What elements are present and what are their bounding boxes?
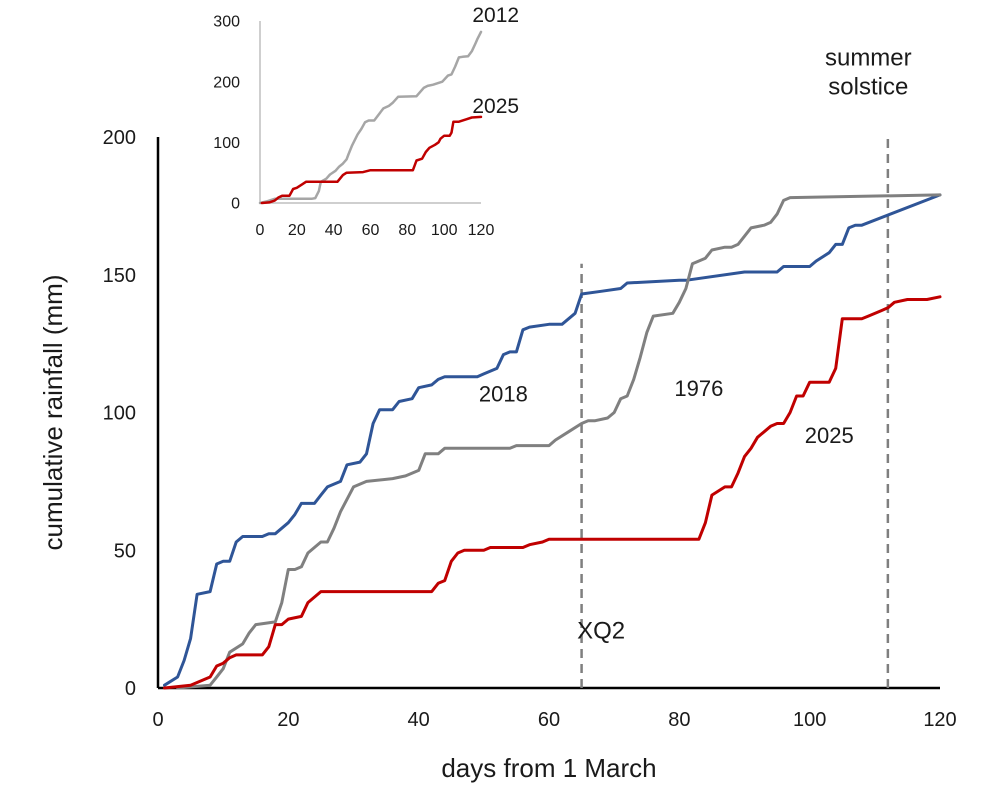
summer-solstice-label-line: solstice [828,73,908,100]
summer-solstice-label-line: summer [825,44,912,71]
y-tick-label: 200 [103,127,136,149]
x-axis-label: days from 1 March [441,753,656,783]
inset-y-tick-label: 100 [213,135,240,152]
inset-chart: 0 20 40 60 80 100 120 0 100 200 300 2012 2025 [213,4,519,239]
inset-y-tick-label: 200 [213,74,240,91]
series-label-2025: 2025 [805,423,854,448]
x-tick-label: 60 [538,709,560,731]
series-1976-line [176,193,942,690]
y-tick-label: 50 [114,540,136,562]
x-tick-label: 40 [408,709,430,731]
inset-y-tick-label: 300 [213,14,240,31]
x-tick-label: 0 [152,709,163,731]
y-tick-label: 150 [103,265,136,287]
inset-y-tick-label: 0 [231,196,240,213]
inset-x-tick-label: 60 [362,222,380,239]
inset-series-label-2025: 2025 [472,95,519,118]
inset-x-tick-label: 120 [468,222,495,239]
y-axis-label: cumulative rainfall (mm) [38,275,68,551]
inset-x-tick-label: 40 [325,222,343,239]
xq2-label-line: XQ2 [577,617,625,644]
inset-series-label-2012: 2012 [472,4,519,27]
x-tick-label: 100 [793,709,826,731]
inset-series-2012-line [258,30,483,205]
series-label-2018: 2018 [479,381,528,406]
inset-x-tick-label: 80 [398,222,416,239]
xq2-label: XQ2 [577,617,625,644]
x-tick-label: 120 [923,709,956,731]
series-2018-line [163,193,942,687]
y-tick-label: 100 [103,403,136,425]
inset-x-tick-label: 20 [288,222,306,239]
y-tick-label: 0 [125,678,136,700]
summer-solstice-label: summer solstice [825,44,912,100]
series-label-1976: 1976 [674,376,723,401]
inset-x-tick-label: 0 [256,222,265,239]
x-tick-label: 20 [277,709,299,731]
inset-series-2025-line [260,115,483,205]
x-tick-label: 80 [668,709,690,731]
series-2025-line [163,295,942,690]
inset-x-tick-label: 100 [431,222,458,239]
